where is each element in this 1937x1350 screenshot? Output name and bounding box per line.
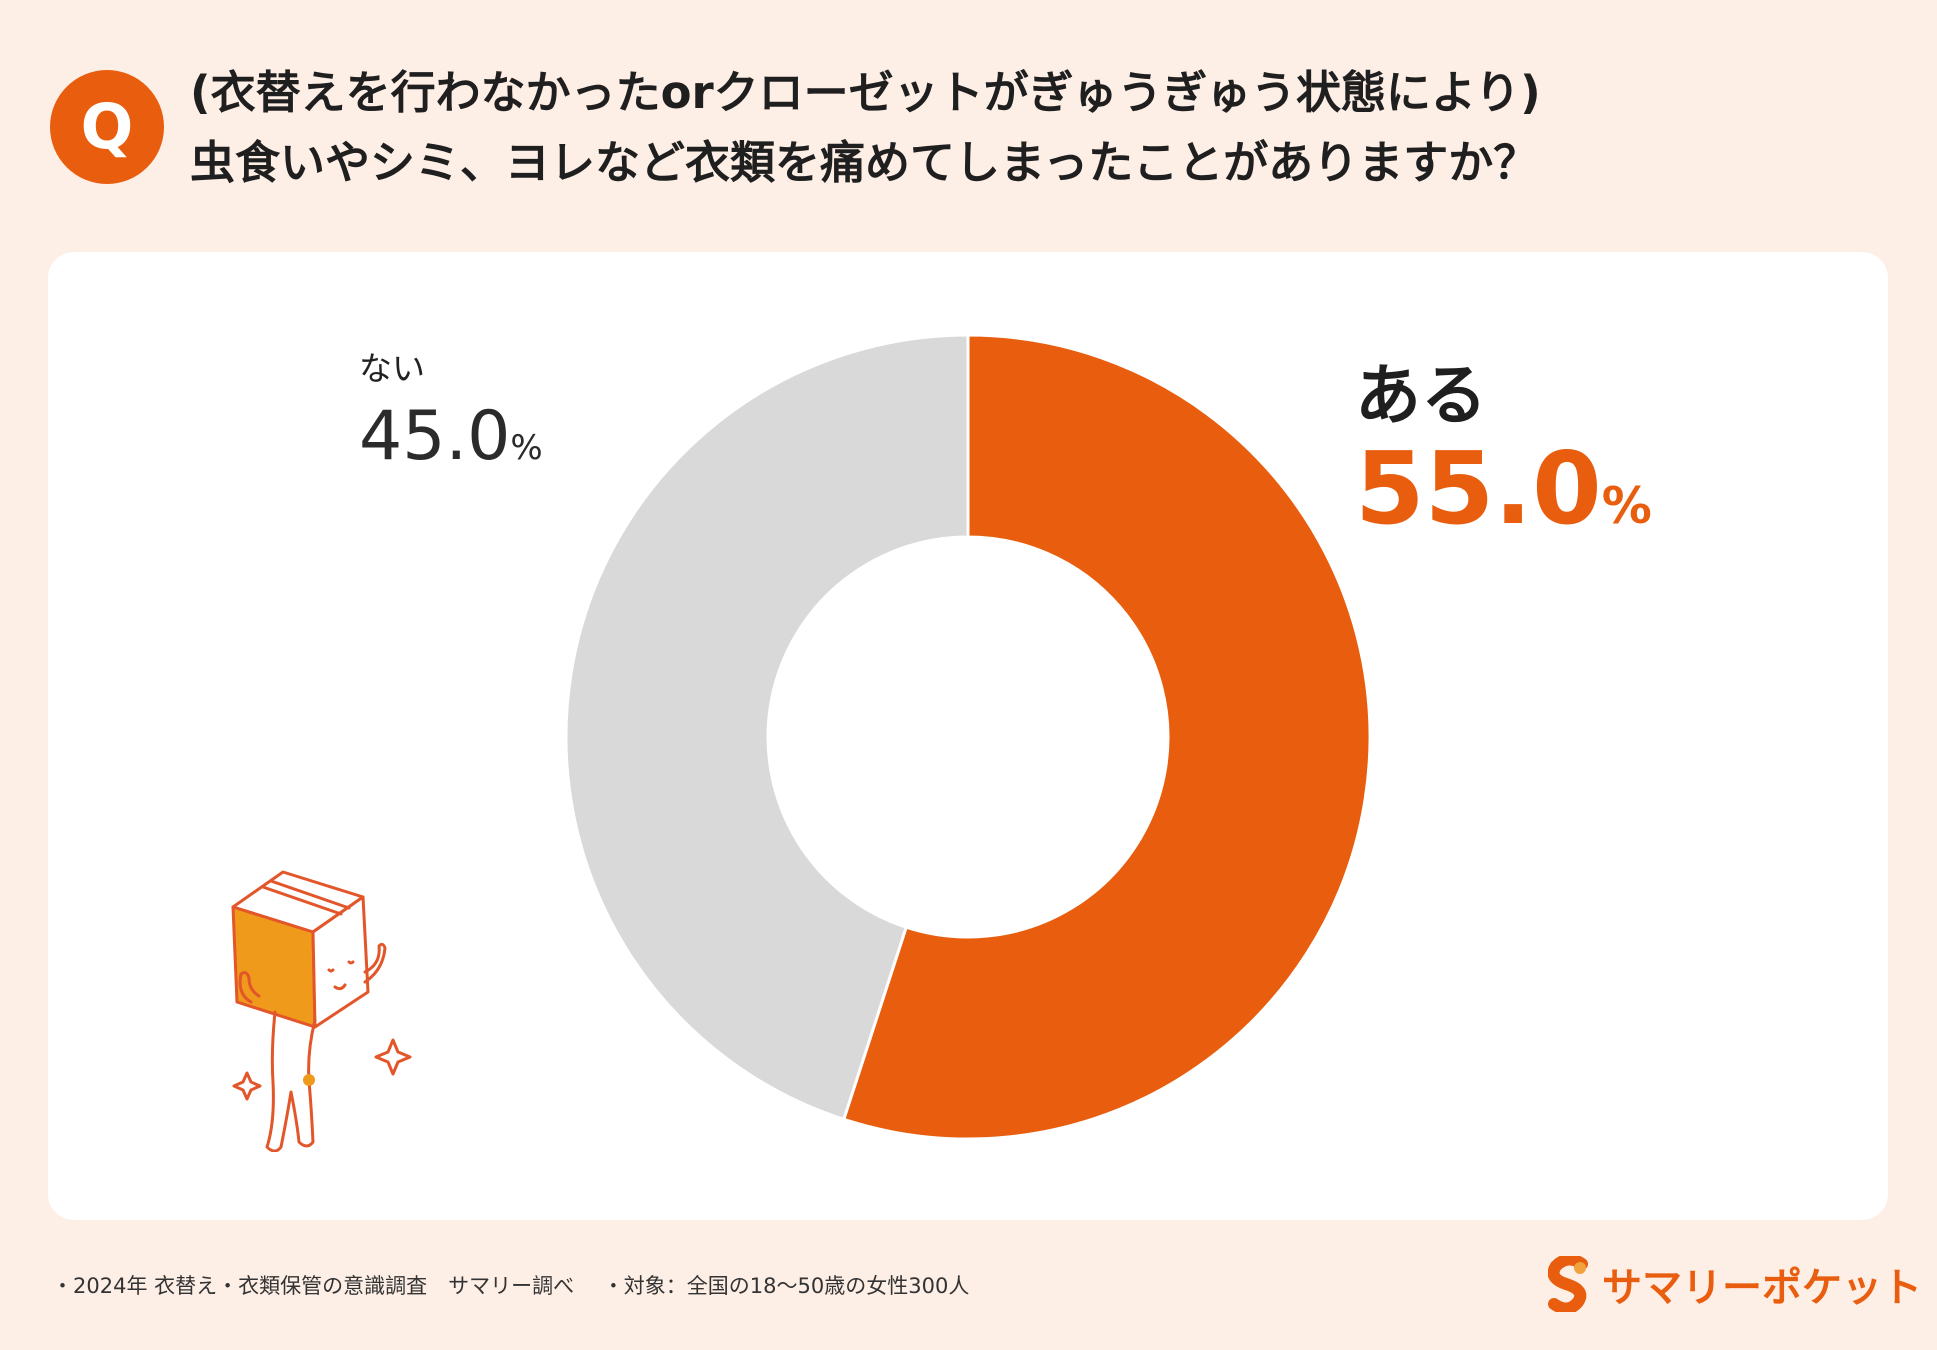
label-aru-value: 55.0% — [1355, 430, 1652, 547]
footer-source: ・2024年 衣替え・衣類保管の意識調査 サマリー調べ — [52, 1274, 575, 1298]
label-aru-name: ある — [1355, 357, 1487, 434]
brand-name: サマリーポケット — [1602, 1265, 1922, 1311]
label-nai-value: 45.0% — [359, 397, 543, 476]
label-nai-name: ない — [359, 349, 425, 388]
chart-card: ない 45.0% ある 55.0% — [48, 252, 1888, 1220]
question-title: (衣替えを行わなかったorクローゼットがぎゅうぎゅう状態により) 虫食いやシミ、… — [190, 58, 1890, 198]
brand-s-icon — [1548, 1256, 1588, 1312]
donut-slice-1 — [564, 333, 970, 1122]
brand-logo: サマリーポケット — [1548, 1255, 1922, 1313]
question-badge: Q — [50, 70, 164, 184]
footer-target: ・対象：全国の18～50歳の女性300人 — [602, 1274, 970, 1298]
aru-value-unit: % — [1601, 477, 1652, 535]
question-line-2: 虫食いやシミ、ヨレなど衣類を痛めてしまったことがありますか？ — [190, 136, 1539, 189]
donut-chart — [564, 333, 1372, 1141]
nai-value-unit: % — [510, 428, 543, 468]
box-mascot-illustration — [231, 870, 412, 1152]
donut-slice-0 — [841, 333, 1372, 1141]
aru-value-number: 55.0 — [1355, 430, 1602, 547]
question-line-1: (衣替えを行わなかったorクローゼットがぎゅうぎゅう状態により) — [190, 66, 1541, 119]
nai-value-number: 45.0 — [359, 397, 511, 476]
footer: ・2024年 衣替え・衣類保管の意識調査 サマリー調べ ・対象：全国の18～50… — [52, 1270, 991, 1300]
